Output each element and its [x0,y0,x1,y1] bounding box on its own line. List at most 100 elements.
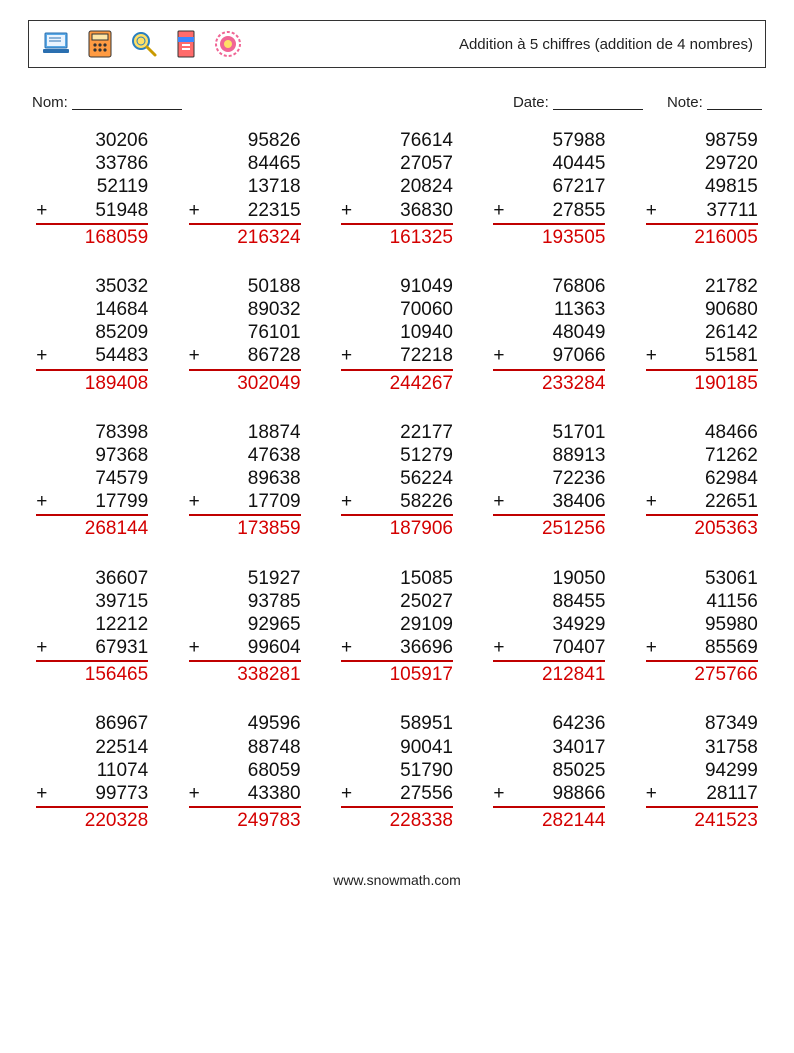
last-addend-row: +70407 [493,636,605,662]
addend: 85209 [36,321,148,344]
operator: + [646,199,657,222]
addend: 22315 [248,199,301,222]
addend: 25027 [341,590,453,613]
addend: 27855 [553,199,606,222]
last-addend-row: +97066 [493,344,605,370]
addend: 91049 [341,275,453,298]
answer: 282144 [493,808,605,832]
addend: 98759 [646,129,758,152]
problem: 366073971512212+67931156465 [36,567,148,687]
operator: + [341,636,352,659]
answer: 190185 [646,371,758,395]
addend: 47638 [189,444,301,467]
addend: 51927 [189,567,301,590]
addend: 71262 [646,444,758,467]
problem: 190508845534929+70407212841 [493,567,605,687]
operator: + [189,344,200,367]
addend: 87349 [646,712,758,735]
addend: 85025 [493,759,605,782]
addend: 27057 [341,152,453,175]
problem: 768061136348049+97066233284 [493,275,605,395]
addend: 35032 [36,275,148,298]
addend: 88913 [493,444,605,467]
addend: 20824 [341,175,453,198]
addend: 76614 [341,129,453,152]
last-addend-row: +86728 [189,344,301,370]
addend: 14684 [36,298,148,321]
problem: 987592972049815+37711216005 [646,129,758,249]
addend: 36696 [400,636,453,659]
last-addend-row: +36696 [341,636,453,662]
last-addend-row: +54483 [36,344,148,370]
operator: + [36,782,47,805]
addend: 74579 [36,467,148,490]
operator: + [36,490,47,513]
addend: 21782 [646,275,758,298]
answer: 302049 [189,371,301,395]
addend: 94299 [646,759,758,782]
addend: 38406 [553,490,606,513]
note-blank[interactable] [707,95,762,110]
problem: 766142705720824+36830161325 [341,129,453,249]
problem: 530614115695980+85569275766 [646,567,758,687]
addend: 13718 [189,175,301,198]
answer: 233284 [493,371,605,395]
problem: 221775127956224+58226187906 [341,421,453,541]
header-icons [41,29,243,59]
addend: 98866 [553,782,606,805]
answer: 249783 [189,808,301,832]
name-label: Nom: [32,94,68,111]
last-addend-row: +36830 [341,199,453,225]
answer: 268144 [36,516,148,540]
operator: + [493,490,504,513]
addend: 97066 [553,344,606,367]
header-box: Addition à 5 chiffres (addition de 4 nom… [28,20,766,68]
addend: 88748 [189,736,301,759]
badge-icon [213,29,243,59]
addend: 43380 [248,782,301,805]
last-addend-row: +27855 [493,199,605,225]
addend: 27556 [400,782,453,805]
operator: + [189,199,200,222]
addend: 51701 [493,421,605,444]
operator: + [189,782,200,805]
last-addend-row: +72218 [341,344,453,370]
addend: 92965 [189,613,301,636]
addend: 99604 [248,636,301,659]
addend: 29720 [646,152,758,175]
operator: + [493,199,504,222]
addend: 51279 [341,444,453,467]
last-addend-row: +98866 [493,782,605,808]
addend: 17799 [95,490,148,513]
operator: + [646,344,657,367]
addend: 76806 [493,275,605,298]
addend: 51790 [341,759,453,782]
addend: 11363 [493,298,605,321]
footer-text: www.snowmath.com [333,872,461,888]
last-addend-row: +17709 [189,490,301,516]
addend: 34017 [493,736,605,759]
book-icon [175,29,197,59]
last-addend-row: +27556 [341,782,453,808]
problem: 869672251411074+99773220328 [36,712,148,832]
worksheet-page: Addition à 5 chiffres (addition de 4 nom… [0,0,794,908]
last-addend-row: +51581 [646,344,758,370]
name-blank[interactable] [72,95,182,110]
date-blank[interactable] [553,95,643,110]
last-addend-row: +67931 [36,636,148,662]
problem: 519279378592965+99604338281 [189,567,301,687]
answer: 161325 [341,225,453,249]
last-addend-row: +28117 [646,782,758,808]
addend: 99773 [95,782,148,805]
calculator-icon [87,29,113,59]
addend: 62984 [646,467,758,490]
addend: 54483 [95,344,148,367]
answer: 251256 [493,516,605,540]
answer: 216324 [189,225,301,249]
addend: 51948 [95,199,148,222]
addend: 76101 [189,321,301,344]
addend: 18874 [189,421,301,444]
addend: 70407 [553,636,606,659]
addend: 40445 [493,152,605,175]
addend: 53061 [646,567,758,590]
